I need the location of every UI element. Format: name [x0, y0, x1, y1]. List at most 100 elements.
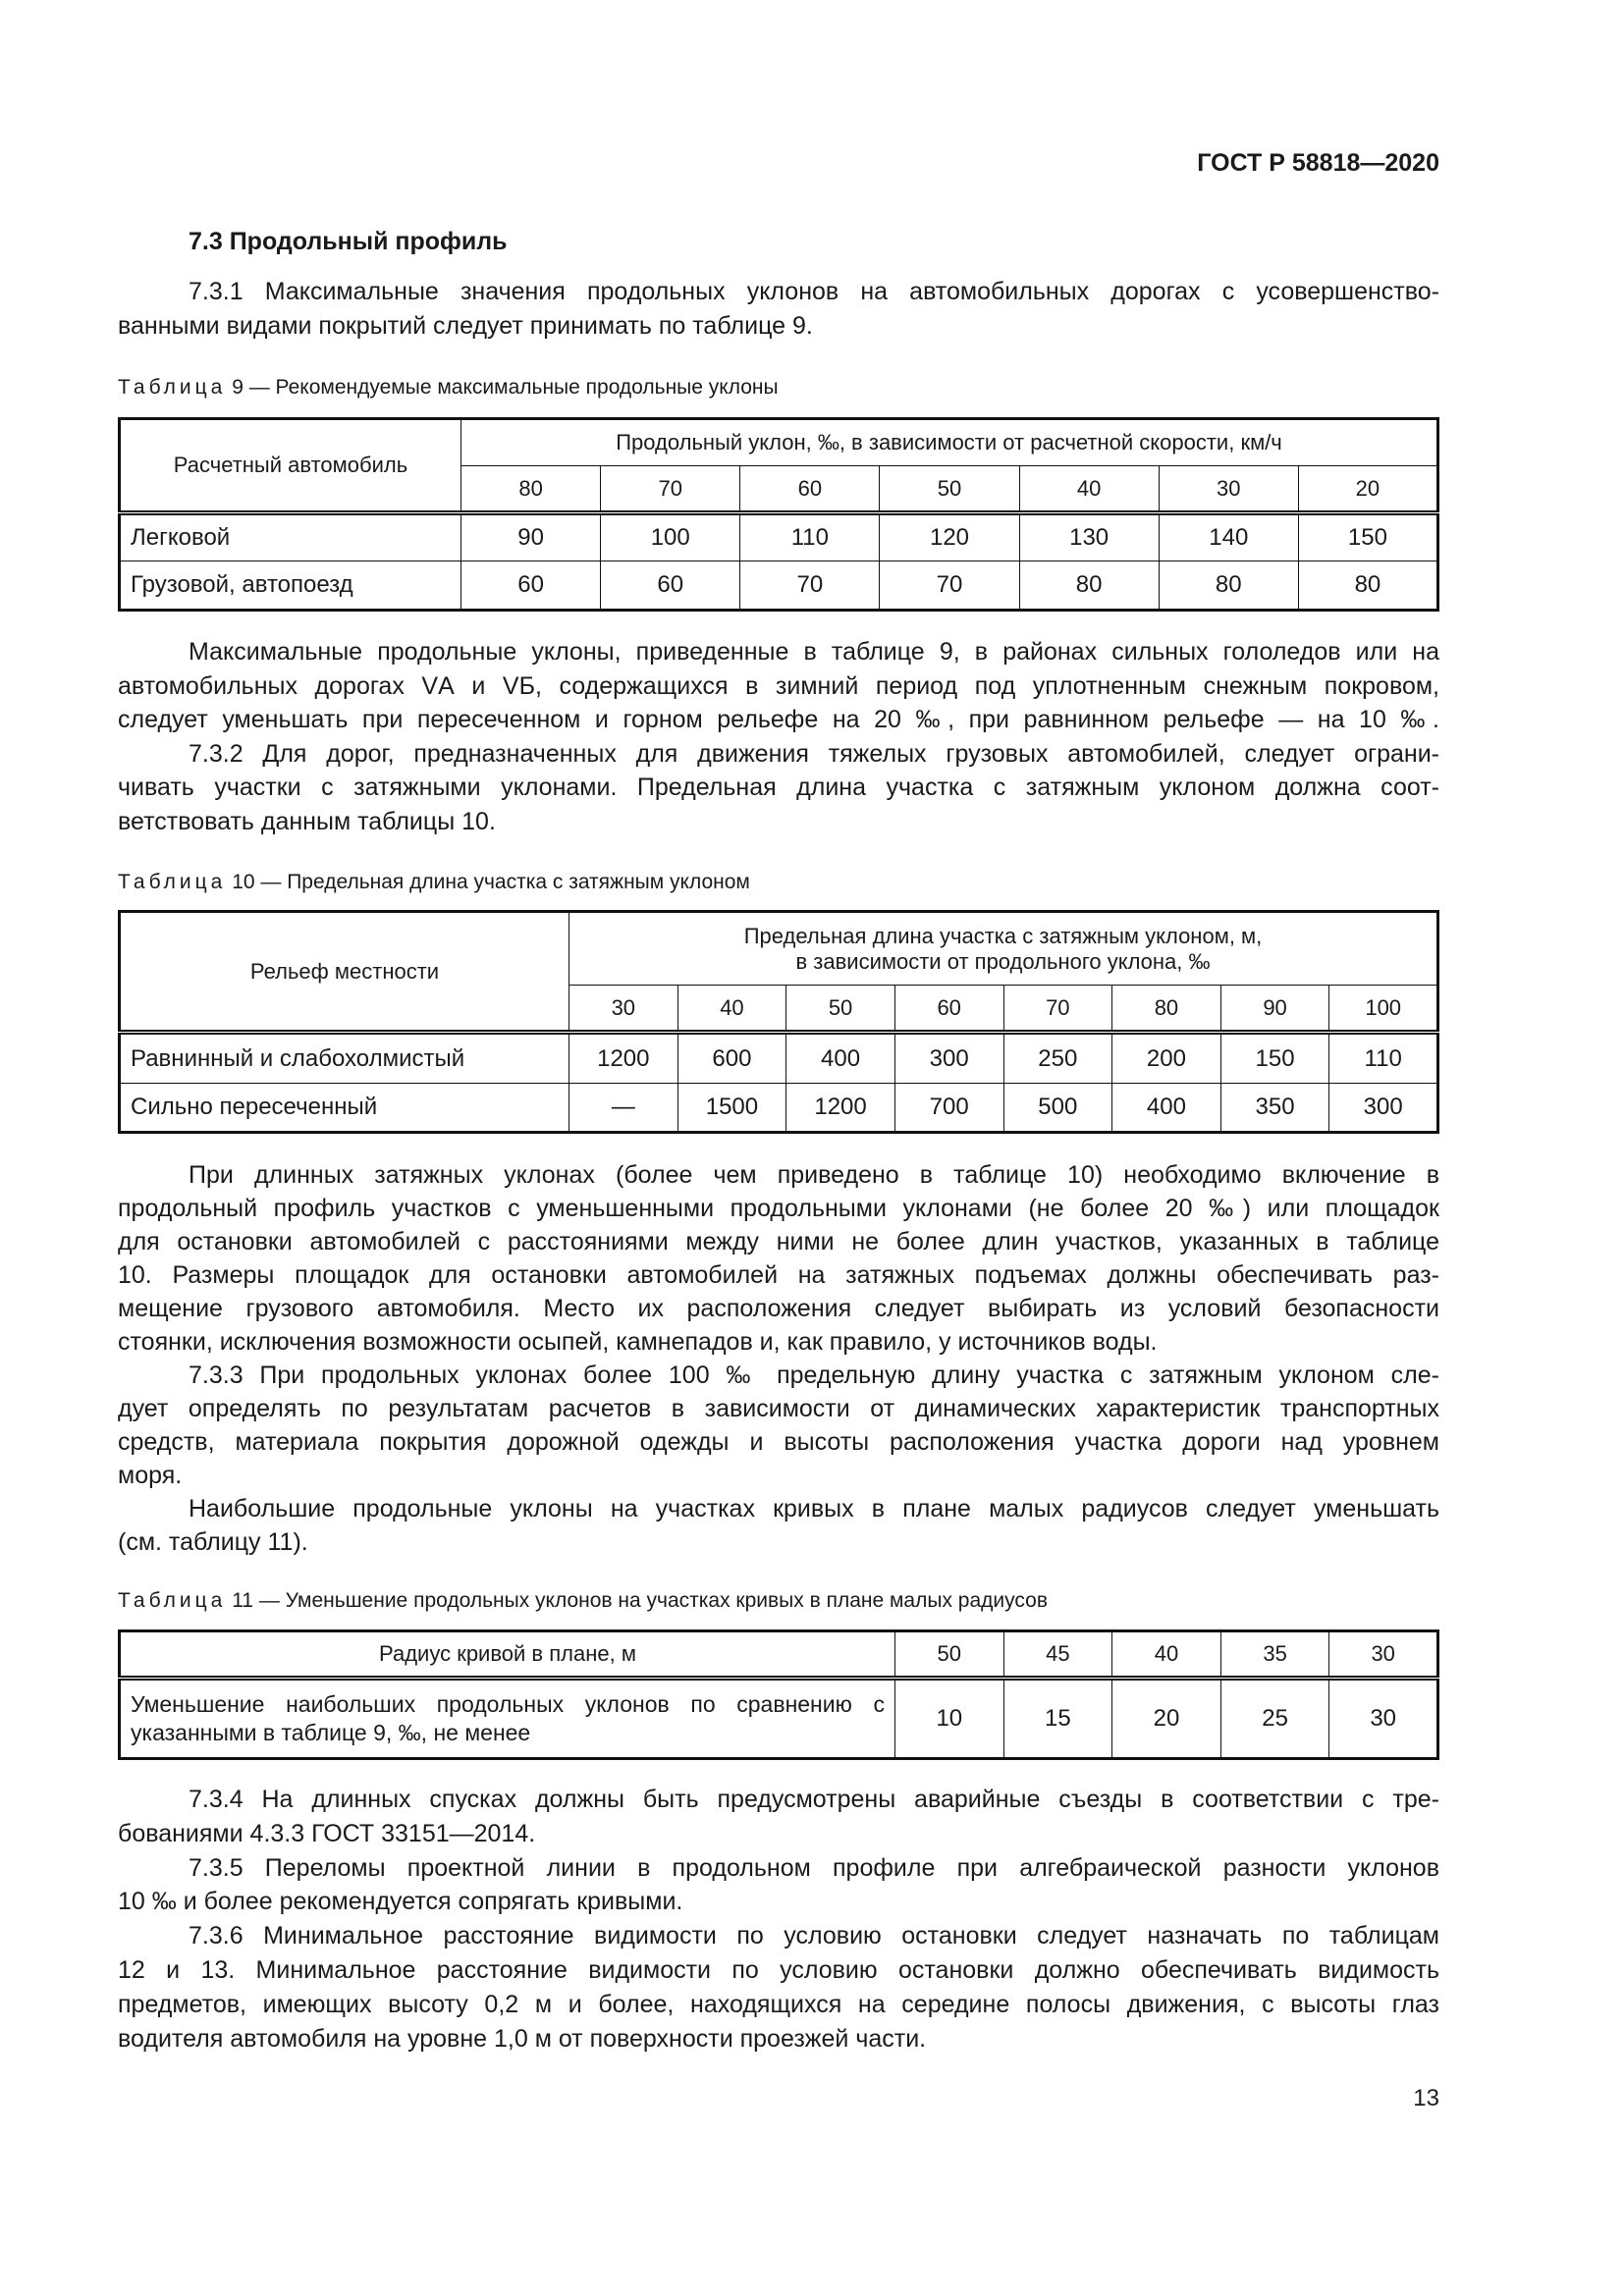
text-line: При длинных затяжных уклонах (более чем … — [189, 1161, 1439, 1189]
cell: 10 — [894, 1678, 1004, 1759]
table-row: Сильно пересеченный —1500 1200 700 500 400 35… — [119, 1083, 1438, 1133]
table-row: Легковой 90 100 110 120 130 140 150 — [119, 512, 1439, 561]
cell: 140 — [1158, 512, 1299, 561]
cell: 70 — [739, 561, 881, 611]
text-line: стоянки, исключения возможности осыпей, … — [118, 1328, 1158, 1356]
cell: 150 — [1297, 512, 1439, 561]
row-label: Грузовой, автопоезд — [119, 561, 461, 611]
cell: 80 — [1018, 561, 1160, 611]
text-line: следует уменьшать при пересеченном и гор… — [118, 706, 1439, 733]
cell: 200 — [1111, 1032, 1221, 1084]
text-line: Наибольшие продольные уклоны на участках… — [189, 1495, 1439, 1522]
cell: 60 — [600, 561, 741, 611]
text-line: 7.3.3 При продольных уклонах более 100 ‰… — [189, 1362, 1439, 1389]
cell: 90 — [460, 512, 602, 561]
row-header: Расчетный автомобиль — [119, 418, 461, 515]
table-row: Уменьшение наибольших продольных уклонов… — [119, 1678, 1438, 1759]
table-row: Равнинный и слабохолмистый 1200 600 400 300… — [119, 1032, 1438, 1084]
grade-header: 70 — [1002, 985, 1113, 1035]
speed-header: 30 — [1158, 465, 1299, 515]
cell: 700 — [893, 1083, 1004, 1133]
cell: 1200 — [568, 1032, 678, 1084]
group-header: Предельная длина участка с затяжным укло… — [568, 911, 1438, 986]
page-number: 13 — [1413, 2085, 1439, 2111]
cell: 600 — [677, 1032, 787, 1084]
cell: 70 — [879, 561, 1020, 611]
text-line: мещение грузового автомобиля. Место их р… — [118, 1295, 1439, 1322]
radius-label: Радиус кривой в плане, м — [119, 1630, 895, 1681]
cell: 1500 — [677, 1083, 787, 1133]
cell: 500 — [1002, 1083, 1113, 1133]
cell: 30 — [1328, 1678, 1438, 1759]
text-line: моря. — [118, 1462, 183, 1489]
row-label: Сильно пересеченный — [119, 1083, 569, 1133]
cell: 15 — [1002, 1678, 1113, 1759]
text-line: водителя автомобиля на уровне 1,0 м от п… — [118, 2024, 927, 2053]
cell: 1200 — [785, 1083, 895, 1133]
radius-value: 45 — [1002, 1630, 1113, 1681]
paragraphs-after-table-11: 7.3.4 На длинных спусках должны быть пре… — [118, 1783, 1439, 2056]
cell: 150 — [1219, 1032, 1330, 1084]
text-line: для остановки автомобилей с расстояниями… — [118, 1228, 1439, 1255]
caption-text: 10 — Предельная длина участка с затяжным… — [232, 871, 750, 893]
cell: 300 — [1328, 1083, 1438, 1133]
cell: 110 — [739, 512, 881, 561]
radius-value: 30 — [1328, 1630, 1438, 1681]
cell: 400 — [1111, 1083, 1221, 1133]
table-9-caption: Таблица 9 — Рекомендуемые максимальные п… — [118, 376, 779, 400]
grade-header: 90 — [1219, 985, 1330, 1035]
text-line: 10. Размеры площадок для остановки автом… — [118, 1261, 1439, 1289]
cell: 300 — [893, 1032, 1004, 1084]
cell: 100 — [600, 512, 741, 561]
caption-prefix: Таблица — [118, 1589, 227, 1612]
cell: 80 — [1297, 561, 1439, 611]
cell: 250 — [1002, 1032, 1113, 1084]
radius-value: 50 — [894, 1630, 1004, 1681]
text-line: Максимальные продольные уклоны, приведен… — [189, 638, 1439, 666]
speed-header: 40 — [1018, 465, 1160, 515]
table-11: Радиус кривой в плане, м 50 45 40 35 30 Умен… — [118, 1629, 1439, 1760]
row-label: Равнинный и слабохолмистый — [119, 1032, 569, 1084]
paragraph-7-3-1: 7.3.1 Максимальные значения продольных у… — [118, 275, 1439, 343]
grade-header: 50 — [785, 985, 895, 1035]
text-line: 7.3.1 Максимальные значения продольных у… — [189, 278, 1439, 305]
speed-header: 20 — [1297, 465, 1439, 515]
speed-header: 70 — [600, 465, 741, 515]
text-line: 7.3.2 Для дорог, предназначенных для дви… — [189, 739, 1439, 768]
table-10: Рельеф местности Предельная длина участка… — [118, 910, 1439, 1134]
grade-header: 30 — [568, 985, 678, 1035]
table-row: Грузовой, автопоезд 60 60 70 70 80 80 80 — [119, 561, 1439, 611]
text-line: средств, материала покрытия дорожной оде… — [118, 1428, 1439, 1456]
radius-value: 40 — [1111, 1630, 1221, 1681]
text-line: предметов, имеющих высоту 0,2 м и более,… — [118, 1990, 1439, 2018]
cell: 60 — [460, 561, 602, 611]
grade-header: 100 — [1328, 985, 1438, 1035]
grade-header: 80 — [1111, 985, 1221, 1035]
text-line: 12 и 13. Минимальное расстояние видимост… — [118, 1955, 1439, 1984]
cell: — — [568, 1083, 678, 1133]
text-line: ветствовать данным таблицы 10. — [118, 807, 496, 835]
caption-text: 11 — Уменьшение продольных уклонов на уч… — [232, 1589, 1048, 1612]
text-line: автомобильных дорогах VА и VБ, содержащи… — [118, 671, 1439, 700]
cell: 120 — [879, 512, 1020, 561]
text-line: 7.3.4 На длинных спусках должны быть пре… — [189, 1786, 1439, 1813]
grade-header: 40 — [677, 985, 787, 1035]
section-title: 7.3 Продольный профиль — [189, 228, 508, 255]
caption-prefix: Таблица — [118, 376, 227, 399]
cell: 350 — [1219, 1083, 1330, 1133]
speed-header: 60 — [739, 465, 881, 515]
document-id: ГОСТ Р 58818—2020 — [1197, 149, 1439, 177]
text-line: 10 ‰ и более рекомендуется сопрягать кри… — [118, 1888, 683, 1916]
cell: 25 — [1219, 1678, 1330, 1759]
text-line: (см. таблицу 11). — [118, 1528, 308, 1556]
text-line: чивать участки с затяжными уклонами. Пре… — [118, 774, 1439, 801]
cell: 110 — [1328, 1032, 1438, 1084]
text-line: продольный профиль участков с уменьшенны… — [118, 1195, 1439, 1222]
cell: 400 — [785, 1032, 895, 1084]
group-header-line: в зависимости от продольного уклона, ‰ — [795, 948, 1211, 974]
speed-header: 50 — [879, 465, 1020, 515]
text-line: дует определять по результатам расчетов … — [118, 1395, 1439, 1422]
paragraphs-after-table-9: Максимальные продольные уклоны, приведен… — [118, 635, 1439, 838]
caption-prefix: Таблица — [118, 871, 227, 893]
row-header: Рельеф местности — [119, 911, 569, 1035]
